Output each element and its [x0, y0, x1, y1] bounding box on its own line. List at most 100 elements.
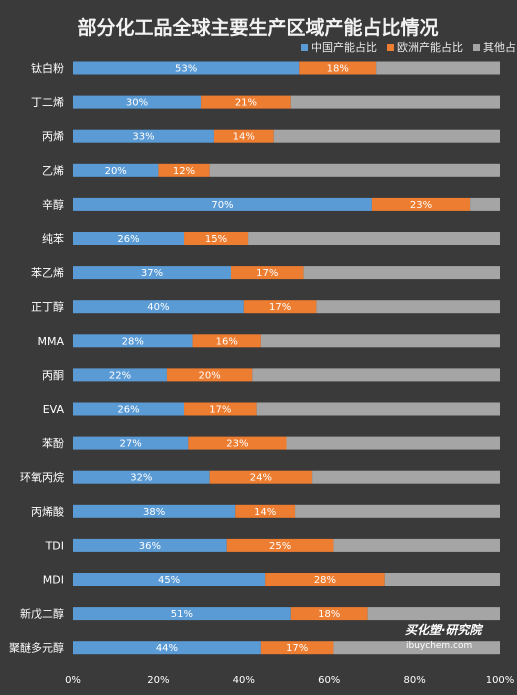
data-label: 27%: [120, 439, 142, 450]
bar-segment: [273, 129, 500, 143]
bar-segment: [470, 197, 500, 211]
bar-segment: [73, 573, 266, 586]
category-label: 丙烯酸: [31, 504, 64, 518]
bar-segment: [184, 402, 257, 416]
bar-segment: [166, 368, 253, 382]
bar-segment: [73, 607, 291, 621]
legend-swatch-2: [473, 44, 480, 51]
bar-segment: [73, 470, 210, 484]
x-axis: 0% 20% 40% 60% 80% 100%: [65, 675, 514, 686]
bar-segment: [73, 163, 159, 177]
bar-segment: [73, 232, 185, 245]
bar-segment: [201, 95, 291, 109]
x-tick-label: 100%: [486, 675, 515, 686]
bar-segment: [256, 402, 500, 416]
bars: 53% 18% 30% 21% 33% 14% 20% 12% 70% 23% 26% 15% 37% 1…: [73, 61, 500, 655]
bar-segment: [252, 368, 500, 382]
data-label: 21%: [235, 98, 257, 109]
data-label: 22%: [109, 370, 131, 381]
data-label: 15%: [205, 234, 227, 245]
data-label: 45%: [158, 575, 180, 586]
chart-title: 部分化工品全球主要生产区域产能占比情况: [77, 16, 438, 39]
bar-segment: [230, 266, 304, 280]
bar-segment: [73, 538, 227, 552]
bar-segment: [286, 436, 500, 450]
category-label: 丙酮: [42, 369, 64, 382]
x-tick-label: 0%: [65, 675, 81, 686]
category-label: 环氧丙烷: [20, 470, 64, 484]
data-label: 17%: [209, 405, 231, 416]
category-label: 新戊二醇: [20, 607, 64, 621]
legend: 中国产能占比 欧洲产能占比 其他占: [301, 40, 516, 54]
x-tick-label: 20%: [147, 675, 169, 686]
category-label: 纯苯: [42, 232, 64, 246]
data-label: 44%: [156, 643, 178, 654]
bar-segment: [226, 538, 334, 552]
bar-segment: [371, 197, 471, 211]
bar-segment: [333, 641, 500, 655]
x-tick-label: 40%: [233, 675, 255, 686]
data-label: 18%: [318, 609, 340, 620]
data-label: 17%: [269, 302, 291, 313]
legend-label-0: 中国产能占比: [311, 40, 377, 54]
bar-segment: [290, 95, 500, 109]
category-label: 正丁醇: [31, 300, 64, 314]
data-label: 14%: [254, 507, 276, 518]
data-label: 38%: [143, 507, 165, 518]
category-label: 丙烯: [42, 130, 64, 143]
watermark-main: 买化塑·研究院: [405, 623, 484, 637]
data-label: 23%: [226, 439, 248, 450]
data-label: 28%: [314, 575, 336, 586]
category-label: 苯酚: [42, 436, 64, 450]
category-label: TDI: [45, 539, 64, 552]
bar-segment: [192, 334, 261, 348]
bar-segment: [243, 300, 317, 314]
data-label: 30%: [126, 98, 148, 109]
bar-segment: [73, 300, 244, 314]
bar-segment: [188, 436, 287, 450]
category-label: 钛白粉: [31, 61, 64, 75]
category-label: 辛醇: [42, 197, 64, 211]
data-label: 26%: [117, 234, 139, 245]
data-label: 37%: [141, 268, 163, 279]
category-label: MMA: [37, 335, 64, 348]
bar-segment: [290, 607, 368, 621]
category-label: 乙烯: [42, 164, 64, 177]
data-label: 26%: [117, 405, 139, 416]
data-label: 32%: [130, 473, 152, 484]
bar-segment: [265, 573, 385, 586]
bar-segment: [158, 163, 210, 177]
data-label: 24%: [250, 473, 272, 484]
data-label: 20%: [199, 370, 221, 381]
bar-segment: [73, 61, 300, 75]
legend-swatch-1: [387, 44, 394, 51]
watermark-sub: ibuychem.com: [406, 641, 472, 651]
bar-segment: [299, 61, 377, 75]
bar-segment: [73, 334, 193, 348]
data-label: 33%: [132, 132, 154, 143]
data-label: 12%: [173, 166, 195, 177]
bar-segment: [73, 266, 231, 280]
bar-segment: [376, 61, 500, 75]
legend-label-1: 欧洲产能占比: [397, 40, 463, 54]
bar-segment: [184, 232, 249, 245]
data-label: 25%: [269, 541, 291, 552]
data-label: 20%: [105, 166, 127, 177]
bar-segment: [384, 573, 500, 586]
data-label: 17%: [256, 268, 278, 279]
bar-segment: [73, 95, 202, 109]
bar-segment: [209, 163, 500, 177]
bar-segment: [73, 368, 167, 382]
category-label: 苯乙烯: [31, 266, 64, 280]
data-label: 23%: [410, 200, 432, 211]
legend-swatch-0: [301, 44, 308, 51]
bar-segment: [303, 266, 500, 280]
data-label: 36%: [139, 541, 161, 552]
bar-segment: [260, 641, 334, 655]
data-label: 28%: [122, 336, 144, 347]
bar-segment: [248, 232, 500, 245]
category-label: MDI: [43, 574, 64, 587]
bar-segment: [213, 129, 274, 143]
data-label: 14%: [233, 132, 255, 143]
